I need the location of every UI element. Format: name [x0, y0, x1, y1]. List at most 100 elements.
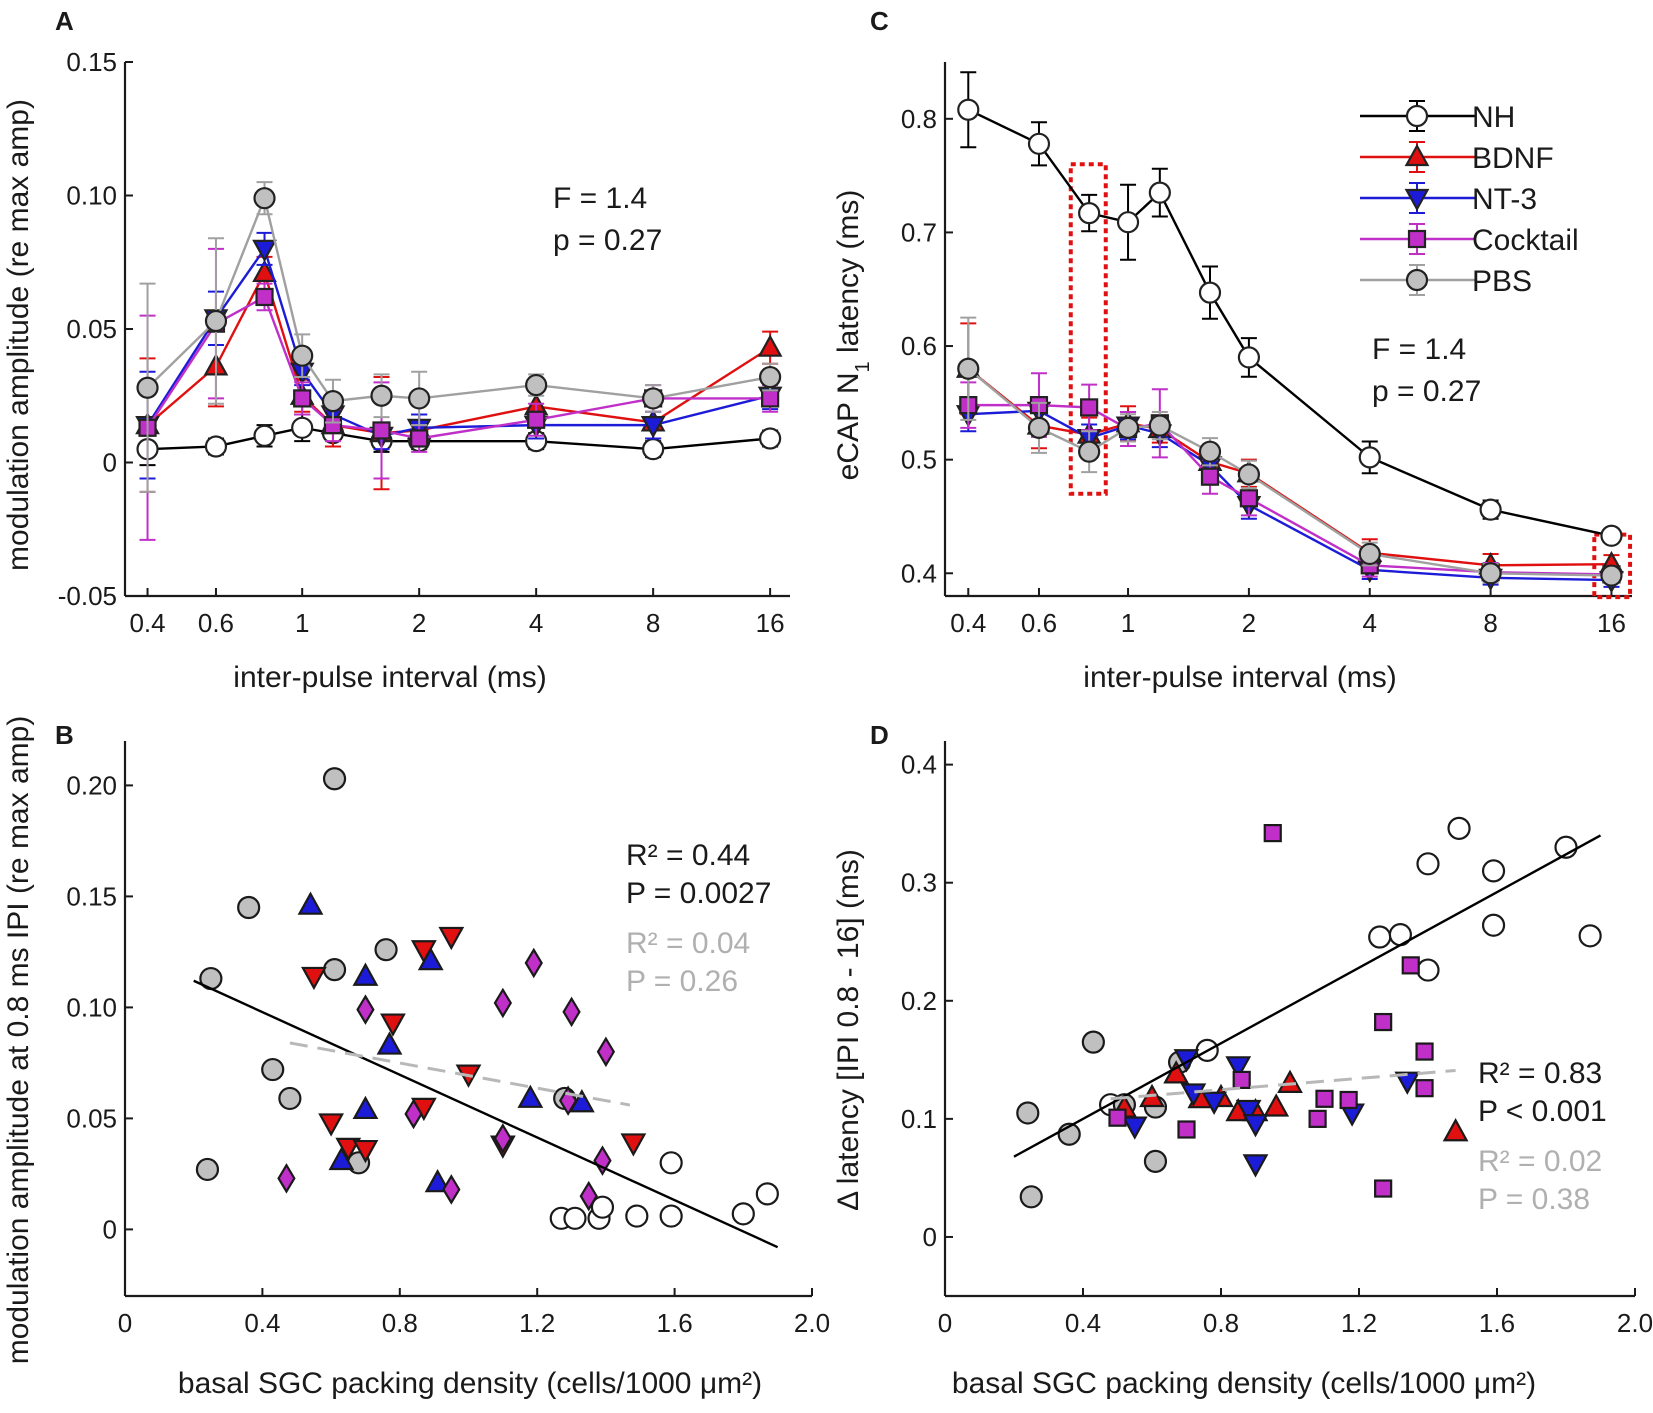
data-point	[1232, 1070, 1251, 1090]
panel-a-stat-f: F = 1.4	[553, 182, 647, 215]
data-point	[625, 1204, 649, 1228]
panel-a-plot: 0.4 0.6 1 2 4 8 16 -0.05 0 0.05 0.10 0.15	[58, 47, 790, 638]
data-point	[579, 1180, 598, 1212]
data-point	[563, 1206, 587, 1230]
panel-b-series-cocktail	[277, 947, 616, 1212]
panel-c-y-label-main: eCAP N	[832, 373, 865, 481]
data-point	[1177, 1120, 1196, 1139]
data-point	[204, 309, 228, 333]
data-point	[1180, 1083, 1207, 1107]
panel-d-y-tick-label: 0.1	[901, 1104, 937, 1134]
panel-d-x-tick-label: 1.2	[1341, 1308, 1377, 1338]
data-point	[957, 98, 980, 121]
data-point	[1358, 446, 1381, 469]
data-point	[255, 287, 274, 307]
data-point	[252, 259, 277, 283]
panel-d-series-cocktail	[1108, 824, 1434, 1198]
data-point	[370, 384, 393, 407]
data-point	[1242, 1114, 1269, 1138]
panel-d-label: D	[870, 720, 889, 750]
panel-d-x-tick-label: 2.0	[1617, 1308, 1653, 1338]
panel-a-y-tick-label: 0	[103, 448, 117, 478]
data-point	[1416, 852, 1440, 876]
data-point	[1358, 542, 1381, 566]
data-point	[404, 1098, 423, 1130]
panel-d-fit-line-dashed	[1110, 1068, 1456, 1101]
data-point	[1019, 1185, 1043, 1209]
panel-d-x-tick-label: 0.8	[1203, 1308, 1239, 1338]
data-point	[261, 1057, 285, 1082]
panel-b-fit-line-solid	[193, 979, 779, 1249]
panel-a-y-tick-label: 0.15	[66, 47, 117, 77]
panel-d-x-tick-label: 0.4	[1065, 1308, 1101, 1338]
panel-d: D basal SGC packing density (cells/1000 …	[832, 720, 1607, 1400]
panel-b-x-tick-label: 0.4	[244, 1308, 280, 1338]
panel-b-y-tick-label: 0.20	[66, 770, 117, 800]
legend-label-cocktail: Cocktail	[1472, 224, 1579, 257]
legend-label-bdnf: BDNF	[1472, 142, 1554, 175]
panel-c-y-tick-label: 0.7	[901, 217, 937, 247]
data-point	[1198, 281, 1222, 304]
panel-b-series-bdnf	[301, 926, 647, 1164]
data-point	[322, 958, 347, 982]
data-point	[1308, 1109, 1327, 1128]
series-line	[146, 295, 771, 440]
panel-d-x-tick-label: 0	[938, 1308, 952, 1338]
panel-a-y-label: modulation amplitude (re max amp)	[2, 99, 35, 571]
series-line	[967, 108, 1612, 537]
panel-b-plot: 0 0.4 0.8 1.2 1.6 2.0 0 0.05 0.10 0.15 0.20	[66, 741, 830, 1338]
data-point	[640, 416, 666, 439]
series-line	[147, 426, 771, 451]
data-point	[1116, 416, 1140, 439]
legend-label-pbs: PBS	[1472, 265, 1532, 298]
panel-c-series-nh	[957, 71, 1623, 547]
panel-b-y-tick-label: 0.05	[66, 1103, 117, 1133]
data-point	[352, 1139, 379, 1164]
panel-b-label: B	[55, 720, 74, 750]
panel-c-x-tick-label: 4	[1363, 608, 1377, 638]
panel-a-series-pbs	[136, 181, 782, 493]
data-point	[204, 435, 228, 458]
data-point	[442, 1174, 461, 1205]
data-point	[253, 424, 276, 447]
panel-a-x-tick-label: 16	[756, 608, 785, 638]
data-point	[1163, 1060, 1190, 1084]
panel-c-plot: 0.4 0.6 1 2 4 8 16 0.4 0.5 0.6 0.7 0.8 NH BDNF NT-3 Coc…	[901, 62, 1633, 638]
data-point	[1201, 1091, 1227, 1115]
panel-a-y-tick-label: 0.10	[66, 181, 117, 211]
data-point	[1277, 1069, 1303, 1093]
panel-c-x-tick-label: 0.4	[950, 608, 986, 638]
data-point	[1081, 1030, 1105, 1054]
panel-a-x-tick-label: 0.6	[198, 608, 234, 638]
data-point	[1027, 416, 1051, 439]
data-point	[755, 1182, 779, 1206]
data-point	[1416, 958, 1440, 982]
panel-a-x-label: inter-pulse interval (ms)	[233, 661, 546, 694]
panel-d-stat-r2-gray: R² = 0.02	[1478, 1145, 1602, 1178]
legend-marker-nh	[1405, 104, 1429, 128]
data-point	[1315, 1089, 1334, 1108]
legend-label-nt3: NT-3	[1472, 183, 1537, 216]
data-point	[1225, 1056, 1252, 1080]
panel-b-y-tick-label: 0	[103, 1214, 117, 1244]
data-point	[1442, 1118, 1469, 1142]
data-point	[1242, 1154, 1269, 1178]
data-point	[1374, 1179, 1393, 1198]
panel-c-stat-p: p = 0.27	[1372, 375, 1481, 408]
data-point	[1116, 211, 1140, 234]
panel-d-y-tick-label: 0.2	[901, 986, 937, 1016]
panel-b-series-nt3	[297, 891, 595, 1193]
data-point	[1148, 181, 1171, 204]
data-point	[1078, 202, 1101, 225]
series-line	[146, 269, 771, 435]
panel-c-y-label: eCAP N1 latency (ms)	[832, 190, 874, 481]
panel-a: A inter-pulse interval (ms) modulation a…	[2, 6, 662, 694]
panel-c-x-tick-label: 0.6	[1021, 608, 1057, 638]
panel-d-y-label: Δ latency [IPI 0.8 - 16] (ms)	[832, 849, 865, 1211]
data-point	[1339, 1090, 1358, 1110]
data-point	[1415, 1079, 1434, 1098]
data-point	[252, 239, 277, 263]
series-line	[968, 403, 1612, 576]
data-point	[517, 1084, 544, 1108]
